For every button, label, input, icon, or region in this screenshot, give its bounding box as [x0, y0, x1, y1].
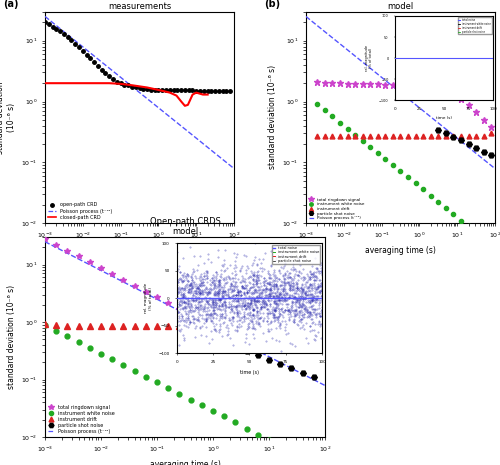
- Text: (a): (a): [4, 0, 19, 9]
- Title: Open- and closed-path CRDS
measurements: Open- and closed-path CRDS measurements: [78, 0, 200, 11]
- Y-axis label: standard deviation (10⁻⁶ s): standard deviation (10⁻⁶ s): [7, 285, 16, 389]
- X-axis label: averaging time (s): averaging time (s): [150, 459, 220, 465]
- Legend: open-path CRD, Poisson process (t⁻¹²), closed-path CRD: open-path CRD, Poisson process (t⁻¹²), c…: [48, 201, 113, 221]
- Text: (b): (b): [264, 0, 280, 9]
- X-axis label: averaging time (s): averaging time (s): [365, 246, 436, 255]
- Title: Closed-path CRDS
model: Closed-path CRDS model: [362, 0, 439, 11]
- Legend: total ringdown signal, instrument white noise, instrument drift, particle shot n: total ringdown signal, instrument white …: [48, 404, 116, 435]
- Legend: total ringdown signal, instrument white noise, instrument drift, particle shot n: total ringdown signal, instrument white …: [308, 197, 366, 221]
- X-axis label: averaging time (s): averaging time (s): [104, 246, 175, 255]
- Y-axis label: standard deviation (10⁻⁶ s): standard deviation (10⁻⁶ s): [268, 66, 276, 169]
- Title: Open-path CRDS
model: Open-path CRDS model: [150, 217, 220, 236]
- Y-axis label: standard deviation
(10⁻⁶ s): standard deviation (10⁻⁶ s): [0, 81, 16, 154]
